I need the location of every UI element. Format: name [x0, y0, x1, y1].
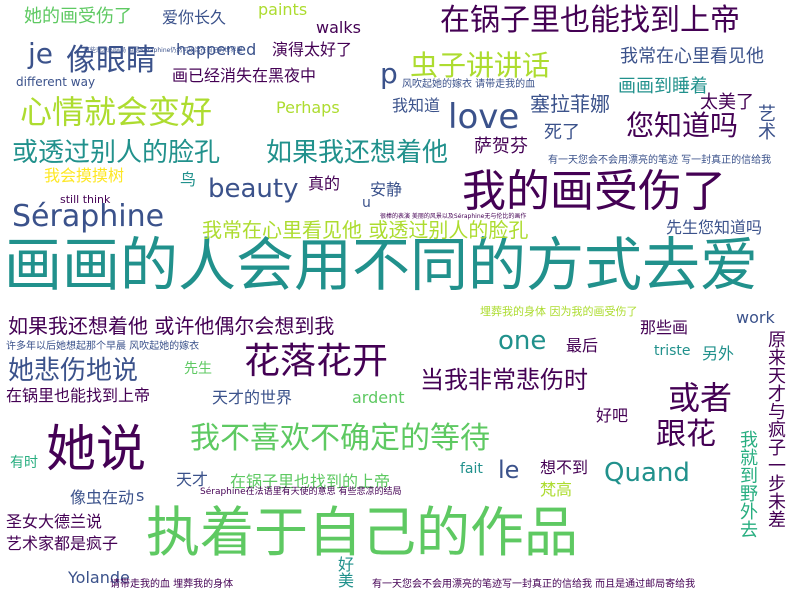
word: 天才 [176, 470, 209, 489]
word: walks [316, 18, 361, 37]
word: 艺术家都是疯子 [6, 534, 119, 553]
word: 在锅子里也能找到上帝 [440, 3, 740, 38]
word: 如果我还想着他 或许他偶尔会想到我 [8, 314, 335, 338]
word: 最后 [566, 336, 599, 355]
word: 好美 [335, 556, 354, 588]
word: love [448, 97, 520, 137]
word: 爱你长久 [162, 8, 227, 27]
word: 虫子讲讲话 [410, 49, 551, 82]
word: 她说 [46, 420, 146, 478]
word: 先生您知道吗 [666, 218, 763, 237]
word: 圣女大德兰说 [6, 512, 103, 531]
word: triste [654, 343, 691, 359]
word: 原来天才与疯子一步未差 [765, 330, 786, 528]
word: one [498, 326, 547, 356]
word: 在锅里也能找到上帝 [6, 386, 151, 405]
word: 鸟 [180, 170, 197, 189]
word: 有一天您会不会用漂亮的笔迹写一封真正的信给我 而且是通过邮局寄给我 [372, 579, 696, 590]
word: 我就到野外去 [737, 430, 758, 538]
word: beauty [208, 174, 299, 204]
word: 画画到睡着 [618, 76, 708, 97]
word: p [380, 57, 398, 90]
word: 塞拉菲娜 [530, 92, 610, 116]
word: 很棒的表演 美丽的风景以及Séraphine无与伦比的画作 [380, 213, 527, 220]
word: Yolande [68, 568, 130, 587]
word: 我常在心里看见他 或透过别人的脸孔 [202, 218, 529, 242]
word: 天才的世界 [212, 388, 293, 407]
word: 死了 [544, 122, 580, 143]
word: 先生 [184, 361, 212, 377]
word: happened [176, 40, 257, 59]
word: 真的 [308, 174, 341, 193]
word: 像虫在动 [70, 488, 135, 507]
word: 梵高 [540, 480, 573, 499]
word: 有一天您会不会用漂亮的笔迹 写一封真正的信给我 [548, 155, 772, 166]
word: 萨贺芬 [474, 136, 528, 157]
word: 像眼睛 [66, 43, 156, 78]
word: 我不喜欢不确定的等待 [190, 421, 490, 456]
word: 许多年以后她想起那个早晨 风吹起她的嫁衣 [6, 341, 200, 352]
word: 太美了 [700, 92, 754, 113]
word: Séraphine [12, 199, 165, 234]
word: paints [258, 0, 308, 19]
word: 我常在心里看见他 [620, 46, 764, 67]
word: 她的画受伤了 [24, 6, 132, 27]
word: 请带走我的血 埋葬我的身体 [110, 579, 234, 590]
word: 艺术 [755, 104, 776, 140]
word: 另外 [702, 344, 735, 363]
word: 当我非常悲伤时 [420, 366, 588, 394]
word: work [736, 308, 775, 327]
word: je [28, 37, 54, 70]
word: 我的画受伤了 [462, 166, 726, 217]
word: 埋葬我的身体 因为我的画受伤了 [480, 305, 638, 318]
word: u [362, 195, 371, 211]
word: 我会摸摸树 [44, 166, 125, 185]
word: Perhaps [276, 98, 340, 117]
word: 跟花 [656, 417, 716, 452]
word: 心情就会变好 [20, 93, 213, 131]
word: 她悲伤地说 [8, 356, 139, 386]
word: still think [60, 193, 111, 206]
word: 想不到 [540, 458, 589, 477]
word: s [136, 486, 145, 505]
word: 有些悲凉的结局 但是Séraphine仍然可以活在自己的世界里 [84, 47, 243, 54]
word: 在锅子里也找到的上帝 [230, 472, 391, 491]
word: 画画的人会用不同的方式去爱 [4, 231, 759, 299]
word: 执着于自己的作品 [146, 501, 578, 564]
word: Quand [604, 458, 690, 488]
word: 那些画 [640, 318, 689, 337]
word: 花落花开 [244, 341, 389, 382]
word: 演得太好了 [272, 40, 353, 59]
word: 或者 [668, 379, 733, 417]
word: different way [16, 75, 96, 89]
word: 画已经消失在黑夜中 [172, 66, 317, 85]
word: ardent [352, 388, 405, 407]
word: 或透过别人的脸孔 [12, 138, 221, 168]
word: 如果我还想着他 [266, 138, 449, 168]
word: 我知道 [392, 96, 441, 115]
word: 好吧 [596, 406, 629, 425]
word: fait [460, 461, 483, 477]
word: 安静 [370, 180, 403, 199]
word: Séraphine在法语里有天使的意思 有些悲凉的结局 [200, 487, 402, 497]
word: 您知道吗 [626, 109, 739, 142]
word: 风吹起她的嫁衣 请带走我的血 [402, 79, 536, 90]
word: 有时 [10, 455, 38, 471]
word: le [498, 456, 520, 484]
